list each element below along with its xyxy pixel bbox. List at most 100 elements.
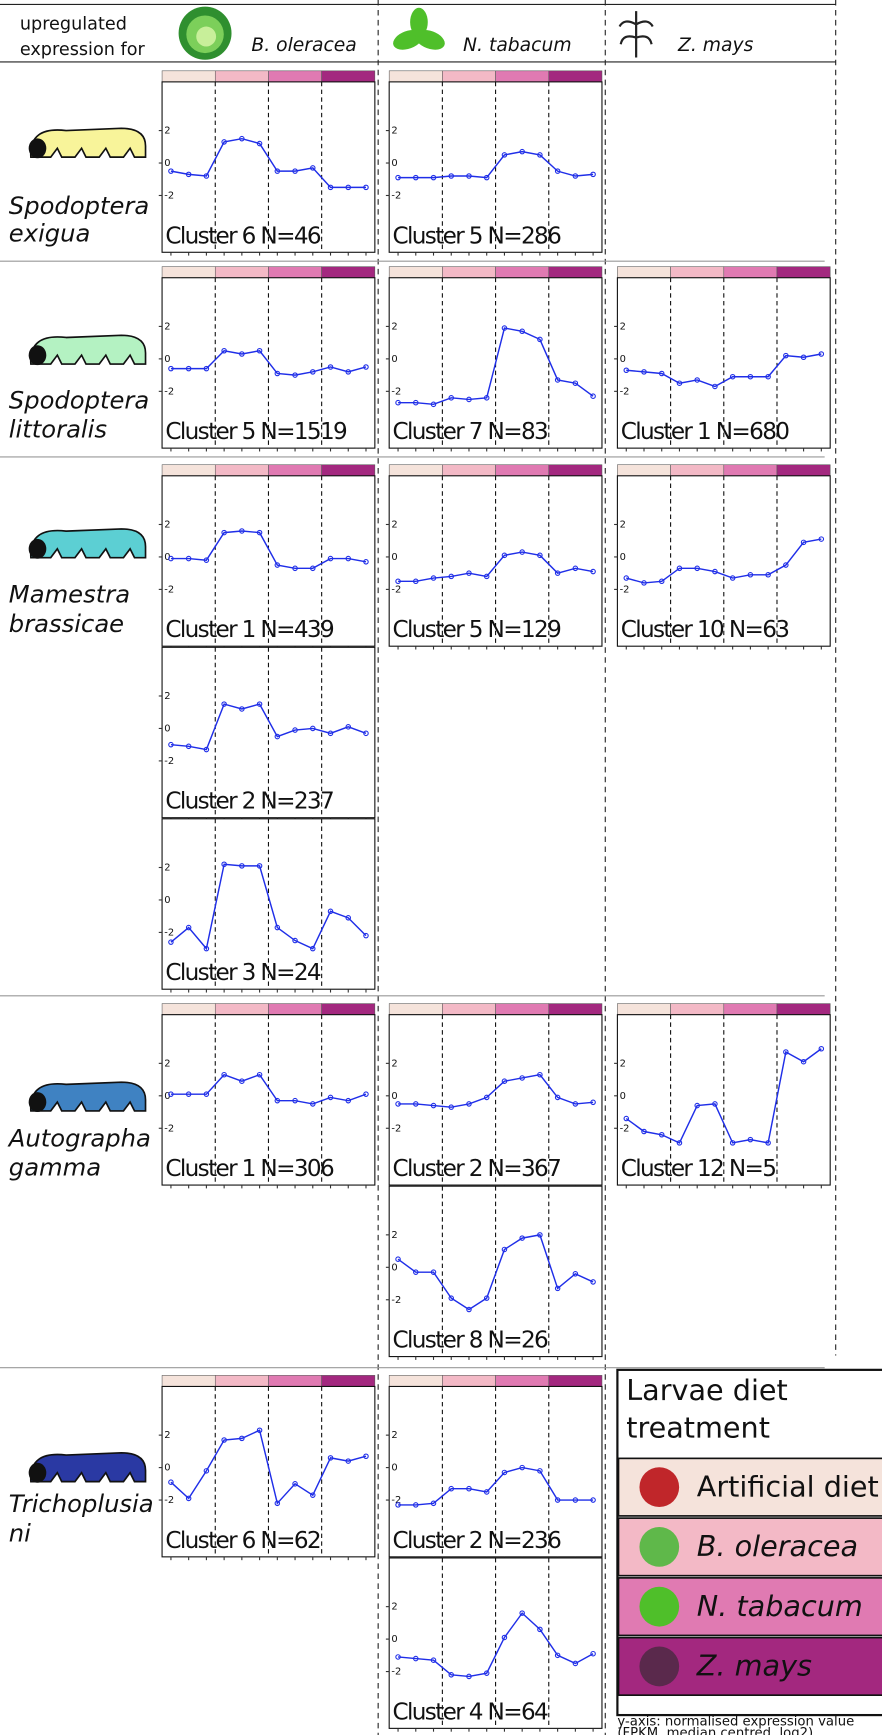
panel-title: Cluster 8 N=26 [392, 1327, 547, 1354]
legend-icon [639, 1587, 679, 1627]
caterpillar-icon [31, 529, 146, 558]
legend-title: treatment [626, 1411, 770, 1445]
treatment-bar [549, 71, 602, 82]
axis-note: (FPKM, median centred, log2) [617, 1726, 813, 1735]
treatment-bar [322, 267, 375, 278]
caterpillar-icon [31, 1453, 146, 1482]
cabbage-icon [179, 7, 232, 60]
column-header: N. tabacum [463, 35, 572, 56]
species-name: gamma [9, 1152, 101, 1181]
y-tick-label: 0 [164, 1463, 170, 1474]
treatment-bar [496, 1375, 549, 1386]
treatment-bar [671, 267, 724, 278]
treatment-bar [549, 465, 602, 476]
treatment-bar [215, 465, 268, 476]
header-label: upregulated [20, 14, 127, 34]
treatment-bar [322, 1004, 375, 1015]
species-name: Spodoptera [9, 386, 149, 415]
treatment-bar [268, 71, 321, 82]
treatment-bar [671, 1004, 724, 1015]
treatment-bar [496, 465, 549, 476]
treatment-bar [442, 465, 495, 476]
y-tick-label: 2 [391, 126, 397, 137]
panel-title: Cluster 1 N=680 [621, 418, 790, 445]
caterpillar-head [29, 1463, 47, 1483]
panel-title: Cluster 6 N=46 [165, 222, 320, 249]
y-tick-label: 2 [164, 519, 170, 530]
panel-title: Cluster 5 N=1519 [165, 418, 347, 445]
y-tick-label: -2 [391, 190, 401, 201]
y-tick-label: -2 [164, 1495, 174, 1506]
y-tick-label: 0 [164, 354, 170, 365]
treatment-bar [442, 267, 495, 278]
treatment-bar [322, 465, 375, 476]
treatment-bar [442, 71, 495, 82]
y-tick-label: -2 [164, 1123, 174, 1134]
y-tick-label: -2 [620, 584, 630, 595]
y-tick-label: -2 [391, 584, 401, 595]
y-tick-label: 2 [620, 1058, 626, 1069]
panel-title: Cluster 2 N=367 [392, 1155, 560, 1182]
y-tick-label: 2 [164, 1058, 170, 1069]
y-tick-label: -2 [391, 1667, 401, 1678]
treatment-bar [496, 1004, 549, 1015]
legend-label: B. oleracea [697, 1529, 858, 1563]
legend-icon [639, 1527, 679, 1567]
y-tick-label: 0 [391, 158, 397, 169]
maize-icon [620, 11, 653, 57]
tobacco-icon [390, 8, 447, 54]
caterpillar-head [29, 138, 47, 158]
species-name: Autographa [7, 1124, 151, 1153]
treatment-bar [389, 1375, 442, 1386]
y-tick-label: 0 [391, 1463, 397, 1474]
y-tick-label: 2 [164, 1430, 170, 1441]
y-tick-label: 2 [391, 519, 397, 530]
panel-title: Cluster 3 N=24 [165, 959, 320, 986]
treatment-bar [215, 1375, 268, 1386]
panel-title: Cluster 1 N=306 [165, 1155, 334, 1182]
species-name: brassicae [9, 609, 124, 638]
legend-label: Artificial diet [697, 1469, 879, 1503]
y-tick-label: 2 [391, 1602, 397, 1613]
y-tick-label: 0 [391, 1262, 397, 1273]
y-tick-label: 0 [164, 895, 170, 906]
treatment-bar [268, 465, 321, 476]
treatment-bar [162, 71, 215, 82]
treatment-bar [724, 267, 777, 278]
species-name: ni [9, 1519, 31, 1548]
legend-title: Larvae diet [626, 1373, 788, 1407]
column-header: B. oleracea [251, 35, 356, 56]
treatment-bar [389, 71, 442, 82]
caterpillar-head [29, 539, 47, 559]
treatment-bar [777, 267, 830, 278]
y-tick-label: 2 [620, 321, 626, 332]
legend-label: Z. mays [696, 1648, 812, 1682]
species-name: Spodoptera [9, 191, 149, 220]
treatment-bar [268, 267, 321, 278]
y-tick-label: 2 [391, 321, 397, 332]
y-tick-label: 0 [391, 1634, 397, 1645]
treatment-bar [162, 1004, 215, 1015]
y-tick-label: -2 [164, 386, 174, 397]
treatment-bar [777, 1004, 830, 1015]
species-name: littoralis [9, 414, 108, 443]
legend-label: N. tabacum [697, 1589, 863, 1623]
y-tick-label: -2 [164, 927, 174, 938]
caterpillar-icon [31, 128, 146, 157]
y-tick-label: -2 [620, 1123, 630, 1134]
treatment-bar [162, 465, 215, 476]
treatment-bar [617, 465, 670, 476]
panel-title: Cluster 2 N=237 [165, 788, 333, 815]
panel-title: Cluster 4 N=64 [392, 1698, 547, 1725]
y-tick-label: -2 [620, 386, 630, 397]
treatment-bar [496, 71, 549, 82]
y-tick-label: -2 [164, 190, 174, 201]
y-tick-label: 0 [164, 723, 170, 734]
treatment-bar [671, 465, 724, 476]
y-tick-label: -2 [391, 1123, 401, 1134]
y-tick-label: 0 [391, 354, 397, 365]
treatment-bar [617, 267, 670, 278]
caterpillar-head [29, 345, 47, 365]
species-name: Mamestra [9, 579, 130, 608]
treatment-bar [617, 1004, 670, 1015]
